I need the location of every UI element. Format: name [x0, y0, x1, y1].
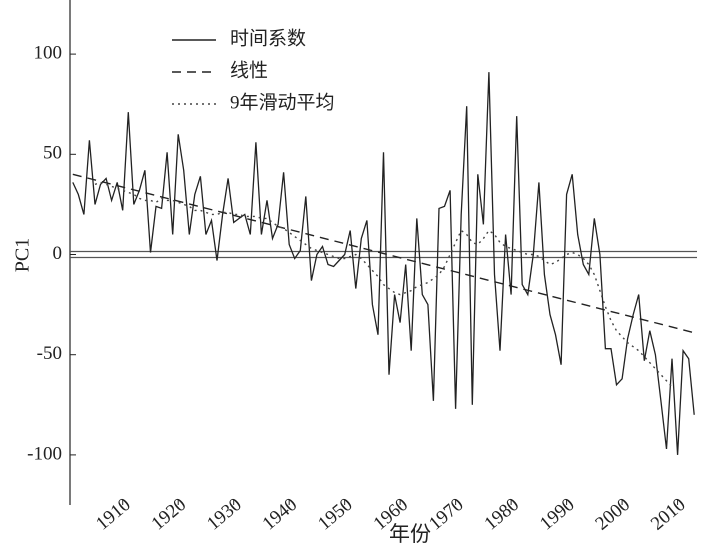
y-tick-label: 100	[34, 42, 63, 63]
series-line	[94, 181, 673, 388]
legend-label: 9年滑动平均	[230, 91, 335, 113]
x-tick-label: 2000	[592, 494, 635, 535]
x-tick-label: 1990	[536, 494, 579, 535]
x-tick-label: 1920	[148, 494, 191, 535]
y-tick-label: 0	[53, 243, 63, 264]
series-line	[72, 72, 695, 455]
y-axis-label: PC1	[12, 238, 34, 272]
y-tick-label: 50	[43, 143, 62, 164]
y-tick-label: -100	[27, 443, 62, 464]
x-tick-label: 1930	[203, 494, 246, 535]
x-tick-label: 1970	[425, 494, 468, 535]
x-tick-label: 1910	[92, 494, 135, 535]
x-tick-label: 1980	[481, 494, 524, 535]
series-line	[72, 173, 695, 334]
legend-label: 线性	[230, 59, 268, 81]
x-axis-label: 年份	[389, 522, 431, 546]
legend-label: 时间系数	[230, 27, 306, 49]
x-tick-label: 1940	[259, 494, 302, 535]
y-tick-label: -50	[37, 343, 62, 364]
x-tick-label: 2010	[647, 494, 690, 535]
x-tick-label: 1950	[314, 494, 357, 535]
